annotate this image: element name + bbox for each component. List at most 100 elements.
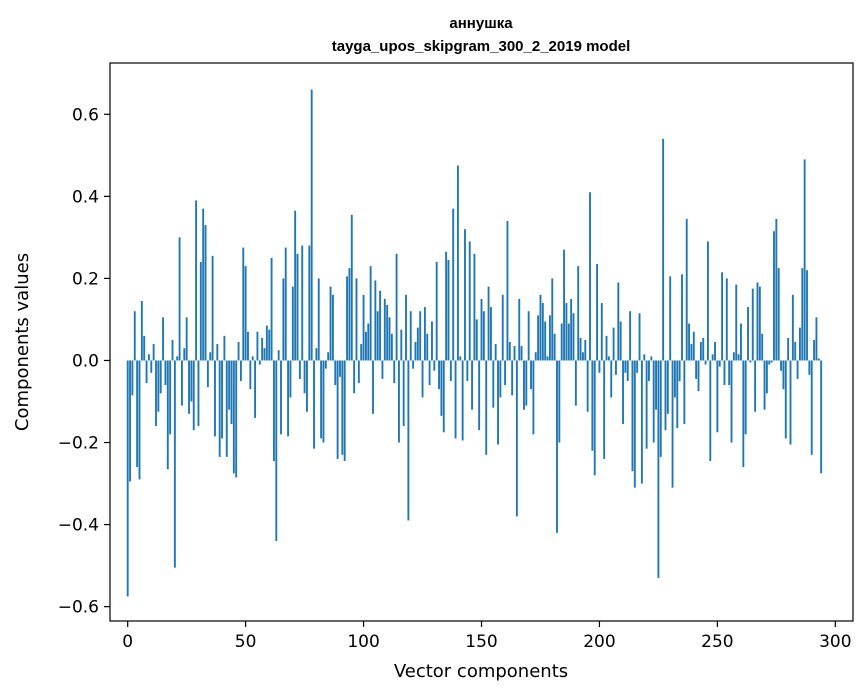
bar-204 xyxy=(607,356,610,361)
bar-125 xyxy=(421,360,424,398)
y-tick-label: 0.0 xyxy=(72,351,99,371)
bar-145 xyxy=(468,241,471,361)
bar-88 xyxy=(334,360,337,386)
bar-78 xyxy=(310,89,313,361)
bar-87 xyxy=(331,294,334,361)
bar-211 xyxy=(624,360,627,373)
bar-262 xyxy=(744,360,747,435)
bar-193 xyxy=(581,352,584,361)
bar-194 xyxy=(584,339,587,361)
bar-154 xyxy=(489,307,492,361)
bar-38 xyxy=(216,344,219,361)
bar-256 xyxy=(730,360,733,443)
bar-245 xyxy=(704,360,707,365)
bar-73 xyxy=(298,360,301,379)
bar-277 xyxy=(780,360,783,371)
bar-232 xyxy=(673,360,676,398)
bar-180 xyxy=(551,278,554,361)
bar-157 xyxy=(497,360,499,445)
bar-57 xyxy=(261,337,264,361)
bar-181 xyxy=(553,333,556,361)
bar-120 xyxy=(409,311,412,361)
bar-172 xyxy=(532,360,535,435)
x-tick-label: 0 xyxy=(122,632,133,652)
x-tick-label: 250 xyxy=(701,632,733,652)
bar-25 xyxy=(185,317,188,361)
bar-197 xyxy=(591,360,594,451)
bar-52 xyxy=(249,360,252,390)
bar-32 xyxy=(202,208,205,361)
bar-137 xyxy=(449,360,452,381)
x-tick-label: 50 xyxy=(235,632,257,652)
bar-109 xyxy=(383,298,386,361)
bar-148 xyxy=(475,319,478,361)
bar-292 xyxy=(815,317,818,361)
bar-169 xyxy=(525,360,528,406)
bar-85 xyxy=(327,352,330,361)
bar-229 xyxy=(666,360,669,414)
bar-127 xyxy=(426,333,429,361)
bar-248 xyxy=(711,354,714,361)
bar-129 xyxy=(431,321,433,361)
bar-55 xyxy=(256,331,259,361)
bar-146 xyxy=(471,360,474,410)
bar-70 xyxy=(291,286,294,361)
bar-191 xyxy=(577,266,580,361)
bar-61 xyxy=(270,257,273,361)
bar-217 xyxy=(638,313,641,361)
bar-183 xyxy=(558,360,561,443)
bar-283 xyxy=(794,342,797,361)
bar-97 xyxy=(355,278,358,361)
bar-51 xyxy=(247,331,249,361)
bar-249 xyxy=(714,342,716,361)
bar-54 xyxy=(254,360,257,418)
bar-241 xyxy=(695,360,698,379)
bar-24 xyxy=(183,348,186,361)
bar-263 xyxy=(747,307,749,361)
x-axis: 0 50 100 150 200 250 300 xyxy=(122,621,852,652)
bar-13 xyxy=(157,360,160,412)
bar-155 xyxy=(492,360,495,408)
bar-192 xyxy=(579,337,582,361)
bar-233 xyxy=(676,360,679,429)
bar-84 xyxy=(324,360,327,369)
bar-207 xyxy=(615,360,617,375)
bar-208 xyxy=(617,282,620,361)
bar-102 xyxy=(367,323,370,361)
bar-133 xyxy=(440,360,443,416)
bars-layer xyxy=(126,89,823,597)
bar-186 xyxy=(565,303,568,361)
bar-179 xyxy=(548,315,551,361)
bar-44 xyxy=(230,360,233,425)
bar-36 xyxy=(211,255,214,361)
bar-107 xyxy=(379,290,382,361)
bar-58 xyxy=(263,348,266,361)
bar-46 xyxy=(235,360,238,478)
bar-151 xyxy=(482,311,485,361)
bar-227 xyxy=(662,138,665,361)
bar-206 xyxy=(612,327,615,361)
bar-81 xyxy=(317,278,320,361)
bar-48 xyxy=(239,360,242,381)
bar-260 xyxy=(740,323,742,361)
bar-235 xyxy=(681,274,683,361)
bar-124 xyxy=(419,311,422,361)
bar-215 xyxy=(633,360,636,488)
bar-250 xyxy=(716,360,719,433)
bar-182 xyxy=(556,360,558,533)
x-tick-label: 200 xyxy=(583,632,615,652)
y-tick-label: 0.4 xyxy=(72,187,99,207)
bar-64 xyxy=(277,350,280,361)
bar-253 xyxy=(723,360,726,386)
bar-118 xyxy=(405,294,407,361)
bar-45 xyxy=(232,360,235,474)
bar-236 xyxy=(683,360,686,425)
bar-167 xyxy=(520,346,523,361)
bar-279 xyxy=(784,360,787,439)
bar-126 xyxy=(423,307,426,361)
bar-43 xyxy=(228,360,231,410)
bar-23 xyxy=(181,360,183,406)
bar-266 xyxy=(754,360,757,412)
bar-285 xyxy=(798,327,801,361)
bar-142 xyxy=(461,360,464,441)
